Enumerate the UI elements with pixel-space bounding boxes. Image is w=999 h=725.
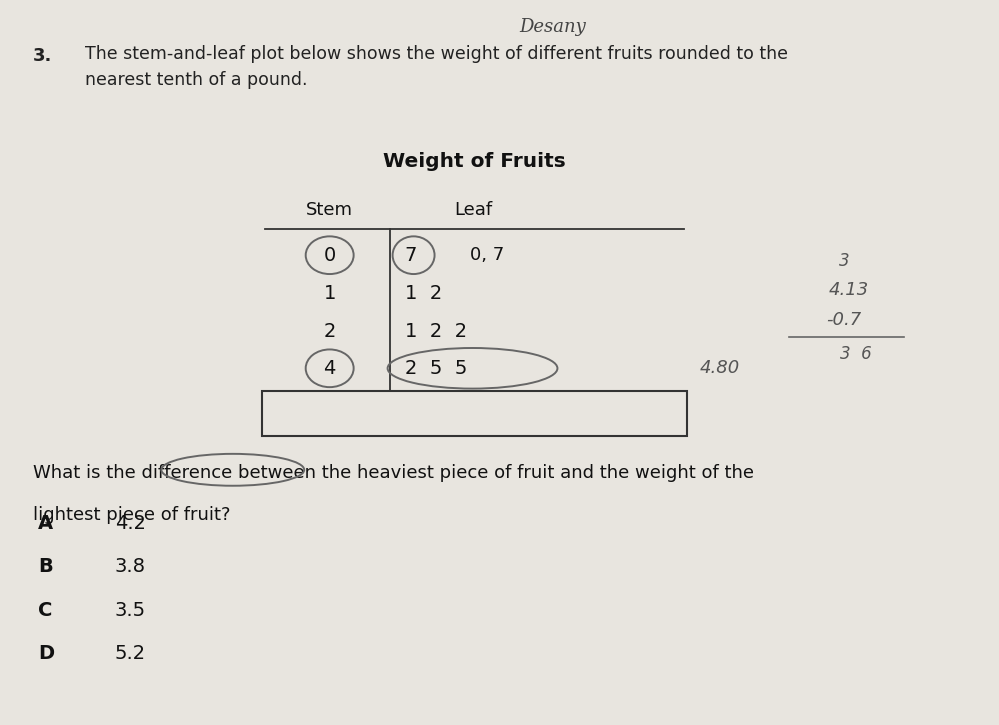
Text: 0|7   means 0.7: 0|7 means 0.7 [290, 405, 431, 422]
Text: 5.2: 5.2 [115, 645, 146, 663]
Text: 3.8: 3.8 [115, 558, 146, 576]
Text: 7: 7 [405, 246, 417, 265]
Text: 2: 2 [324, 322, 336, 341]
Text: 4.80: 4.80 [699, 360, 739, 377]
Text: 0: 0 [324, 246, 336, 265]
Text: 1  2  2: 1 2 2 [405, 322, 467, 341]
Text: Desany: Desany [519, 18, 586, 36]
Text: 3  6: 3 6 [840, 345, 872, 362]
Text: 3.5: 3.5 [115, 601, 146, 620]
Text: -0.7: -0.7 [826, 312, 862, 329]
Text: Leaf: Leaf [455, 202, 493, 219]
Text: Weight of Fruits: Weight of Fruits [384, 152, 565, 171]
Text: D: D [38, 645, 54, 663]
Text: 2  5  5: 2 5 5 [405, 359, 467, 378]
Text: Stem: Stem [306, 202, 354, 219]
Text: B: B [38, 558, 53, 576]
Text: 4.2: 4.2 [115, 514, 146, 533]
Text: 3: 3 [839, 252, 849, 270]
Text: The stem-and-leaf plot below shows the weight of different fruits rounded to the: The stem-and-leaf plot below shows the w… [85, 45, 788, 89]
Text: What is the difference between the heaviest piece of fruit and the weight of the: What is the difference between the heavi… [33, 464, 754, 482]
Text: A: A [38, 514, 53, 533]
Text: 1  2: 1 2 [405, 284, 442, 303]
Text: lightest piece of fruit?: lightest piece of fruit? [33, 506, 231, 524]
Text: 4: 4 [324, 359, 336, 378]
Text: 3.: 3. [33, 47, 52, 65]
FancyBboxPatch shape [262, 391, 687, 436]
Text: 0, 7: 0, 7 [470, 247, 503, 264]
Text: 4.13: 4.13 [829, 281, 869, 299]
Text: 1: 1 [324, 284, 336, 303]
Text: C: C [38, 601, 52, 620]
